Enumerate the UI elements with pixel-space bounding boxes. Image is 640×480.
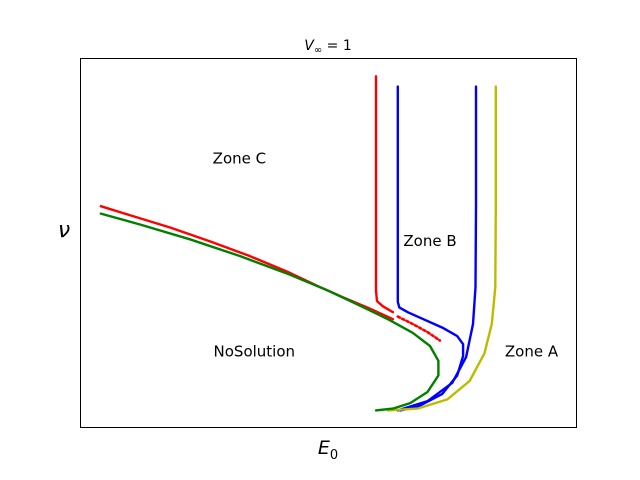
annotation-zone-c: Zone C (213, 149, 266, 167)
annotation-zone-a: Zone A (505, 343, 559, 361)
annotation-group: Zone C Zone B NoSolution Zone A (213, 149, 559, 360)
x-axis-label: E0 (318, 437, 338, 463)
y-axis-label: ν (58, 218, 70, 243)
series-line-2 (99, 205, 395, 321)
x-axis-label-base: E (318, 437, 330, 459)
chart-title: V∞ = 1 (304, 38, 351, 56)
plot-area-frame (80, 58, 577, 428)
series-line-7 (99, 212, 440, 412)
annotation-zone-b: Zone B (403, 232, 456, 250)
title-rest: = 1 (322, 38, 352, 54)
title-subscript: ∞ (314, 45, 322, 56)
series-group (99, 75, 497, 412)
series-line-6 (386, 85, 497, 412)
series-line-1 (374, 75, 395, 314)
annotation-nosolution: NoSolution (214, 343, 296, 361)
series-line-3 (396, 315, 442, 342)
x-axis-label-subscript: 0 (330, 448, 338, 463)
series-line-5 (396, 85, 478, 412)
title-base: V (304, 38, 315, 54)
